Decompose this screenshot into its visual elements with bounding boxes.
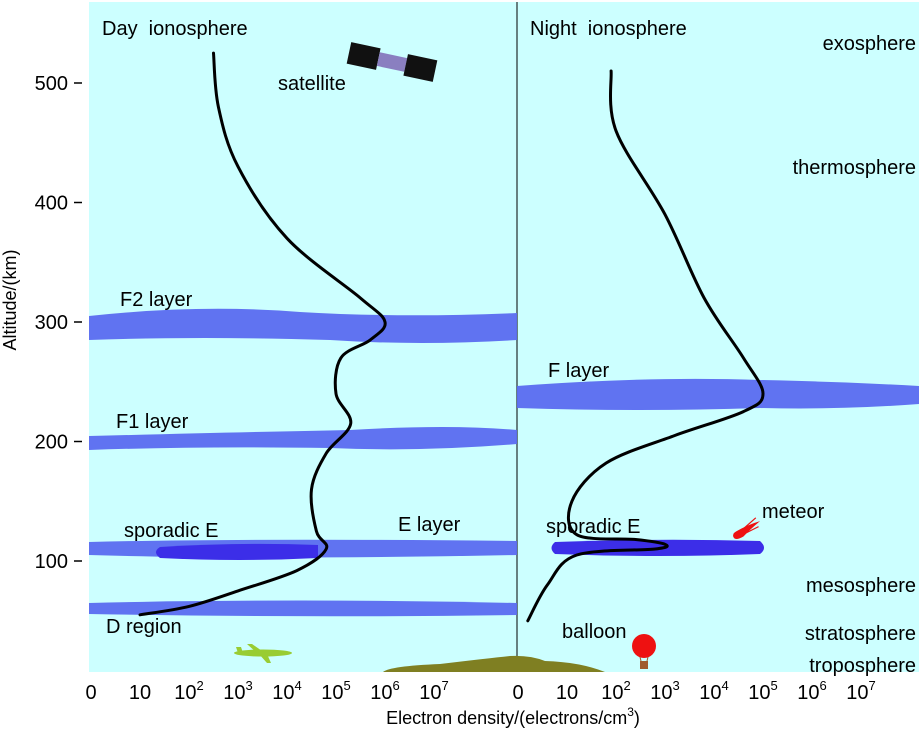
troposphere-label: troposphere <box>809 655 916 677</box>
balloon-icon <box>632 634 656 669</box>
x-tick-label: 103 <box>650 678 679 704</box>
sporadic-e-day-patch <box>156 543 318 560</box>
x-tick-label: 107 <box>846 678 875 704</box>
mesosphere-label: mesosphere <box>806 575 916 597</box>
x-tick-label: 104 <box>699 678 728 704</box>
day-density-curve <box>138 51 387 617</box>
x-axis-label: Electron density/(electrons/cm3) <box>386 705 640 728</box>
x-tick-label: 104 <box>272 678 301 704</box>
x-tick-label: 102 <box>174 678 203 704</box>
f-layer-band <box>517 378 919 410</box>
stratosphere-label: stratosphere <box>805 623 916 645</box>
x-tick-label: 105 <box>748 678 777 704</box>
d-region-label: D region <box>106 616 182 638</box>
x-tick-label: 106 <box>797 678 826 704</box>
satellite-icon <box>346 42 438 82</box>
f1-layer-band <box>89 427 517 450</box>
x-axis-night-ticks: 0 10 102 103 104 105 106 107 <box>512 678 875 704</box>
f2-layer-band <box>89 308 517 343</box>
x-axis-label-end: ) <box>634 708 640 728</box>
f2-layer-label: F2 layer <box>120 289 193 311</box>
x-tick-label: 0 <box>512 682 523 704</box>
x-tick-label: 10 <box>556 682 578 704</box>
f1-layer-label: F1 layer <box>116 411 189 433</box>
sporadic-e-night-label: sporadic E <box>546 516 641 538</box>
y-axis: 100 200 300 400 500 <box>35 73 82 573</box>
y-tick-label: 300 <box>35 312 68 334</box>
balloon-label: balloon <box>562 621 627 643</box>
satellite-label: satellite <box>278 73 346 95</box>
x-axis-label-main: Electron density/(electrons/cm <box>386 708 627 728</box>
x-tick-label: 0 <box>85 682 96 704</box>
x-tick-label: 103 <box>223 678 252 704</box>
meteor-label: meteor <box>762 501 825 523</box>
thermosphere-label: thermosphere <box>793 157 916 179</box>
sporadic-e-day-label: sporadic E <box>124 520 219 542</box>
meteor-icon <box>733 517 761 539</box>
night-panel-title: Night ionosphere <box>530 18 687 40</box>
e-layer-label: E layer <box>398 514 461 536</box>
night-density-curve <box>526 69 765 623</box>
mountain-icon <box>383 655 605 672</box>
x-axis-label-sup: 3 <box>627 705 634 719</box>
y-axis-label: Altitude/(km) <box>0 249 20 350</box>
day-panel-title: Day ionosphere <box>102 18 248 40</box>
x-tick-label: 106 <box>370 678 399 704</box>
y-tick-label: 200 <box>35 432 68 454</box>
x-tick-label: 105 <box>321 678 350 704</box>
x-tick-label: 102 <box>601 678 630 704</box>
x-tick-label: 10 <box>129 682 151 704</box>
exosphere-label: exosphere <box>823 33 916 55</box>
y-tick-label: 400 <box>35 193 68 215</box>
x-axis-day-ticks: 0 10 102 103 104 105 106 107 <box>85 678 448 704</box>
airplane-icon <box>234 644 292 663</box>
y-tick-label: 500 <box>35 73 68 95</box>
y-tick-label: 100 <box>35 551 68 573</box>
f-layer-label: F layer <box>548 360 609 382</box>
x-tick-label: 107 <box>419 678 448 704</box>
